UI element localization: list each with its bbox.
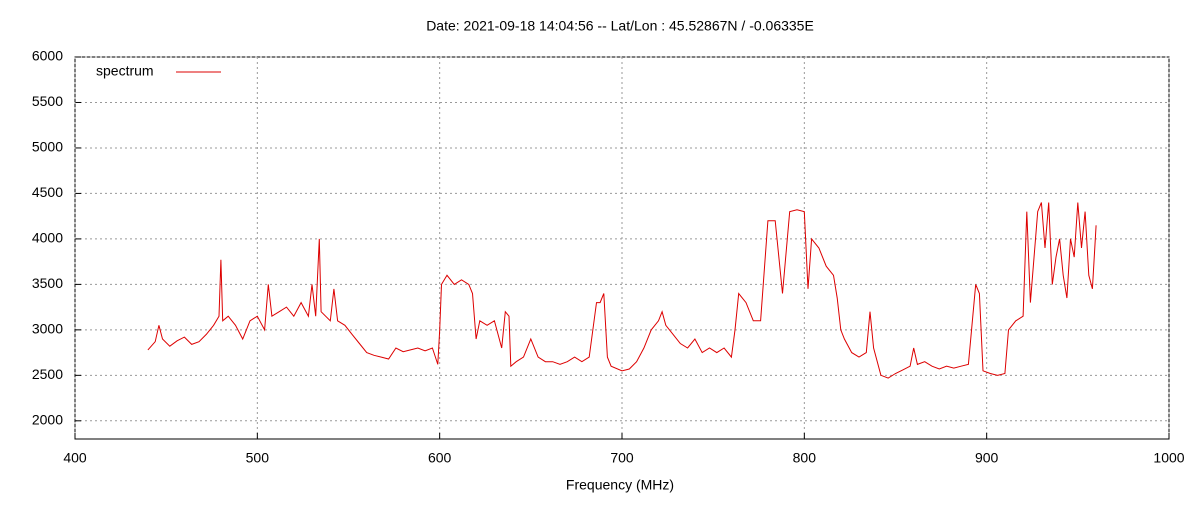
y-tick-label: 2500	[32, 366, 63, 382]
y-tick-label: 4500	[32, 184, 63, 200]
y-tick-label: 2000	[32, 412, 63, 428]
x-axis-label: Frequency (MHz)	[566, 477, 674, 493]
x-tick-label: 900	[975, 450, 999, 466]
x-tick-label: 600	[428, 450, 452, 466]
x-tick-label: 400	[63, 450, 87, 466]
y-tick-label: 3500	[32, 275, 63, 291]
x-tick-label: 500	[246, 450, 270, 466]
y-tick-label: 4000	[32, 230, 63, 246]
chart-title: Date: 2021-09-18 14:04:56 -- Lat/Lon : 4…	[426, 18, 814, 34]
x-tick-label: 800	[793, 450, 817, 466]
y-tick-label: 5000	[32, 139, 63, 155]
y-tick-label: 5500	[32, 93, 63, 109]
x-tick-label: 700	[610, 450, 634, 466]
legend-label: spectrum	[96, 63, 154, 79]
y-tick-label: 6000	[32, 48, 63, 64]
series-line	[147, 202, 1097, 379]
x-tick-label: 1000	[1153, 450, 1184, 466]
y-tick-label: 3000	[32, 321, 63, 337]
